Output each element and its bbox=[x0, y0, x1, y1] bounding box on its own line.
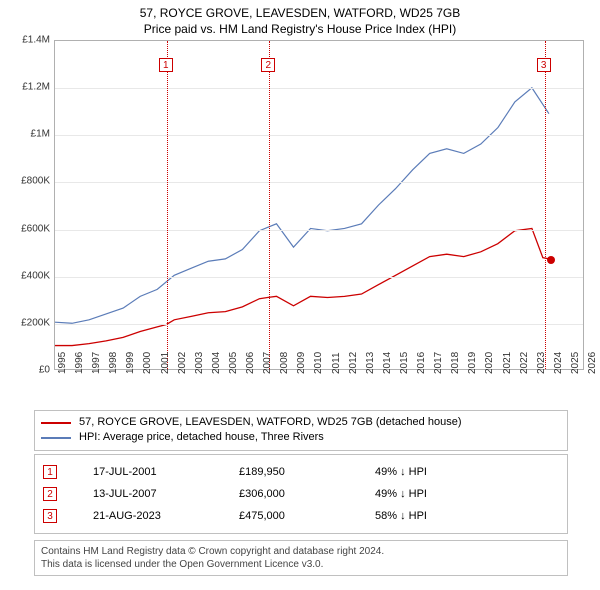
x-tick-label: 2021 bbox=[502, 352, 513, 374]
sale-marker-line bbox=[269, 41, 270, 369]
sale-row: 1 17-JUL-2001 £189,950 49% ↓ HPI bbox=[43, 461, 559, 483]
x-tick-label: 2017 bbox=[433, 352, 444, 374]
y-tick-label: £1.4M bbox=[22, 35, 50, 46]
y-tick-label: £0 bbox=[39, 365, 50, 376]
x-tick-label: 1997 bbox=[91, 352, 102, 374]
legend-box: 57, ROYCE GROVE, LEAVESDEN, WATFORD, WD2… bbox=[34, 410, 568, 451]
gridline bbox=[55, 135, 583, 136]
series-property bbox=[55, 228, 549, 345]
x-tick-label: 2013 bbox=[365, 352, 376, 374]
gridline bbox=[55, 277, 583, 278]
sale-date: 21-AUG-2023 bbox=[93, 510, 203, 522]
x-tick-label: 2000 bbox=[142, 352, 153, 374]
sale-marker: 1 bbox=[43, 465, 57, 479]
sale-price: £306,000 bbox=[239, 488, 339, 500]
sale-date: 17-JUL-2001 bbox=[93, 466, 203, 478]
chart-title-block: 57, ROYCE GROVE, LEAVESDEN, WATFORD, WD2… bbox=[0, 0, 600, 37]
gridline bbox=[55, 88, 583, 89]
sale-row: 3 21-AUG-2023 £475,000 58% ↓ HPI bbox=[43, 505, 559, 527]
legend-row: HPI: Average price, detached house, Thre… bbox=[41, 430, 561, 445]
plot-area bbox=[54, 40, 584, 370]
y-tick-label: £1M bbox=[31, 129, 50, 140]
sale-marker-box: 1 bbox=[159, 58, 173, 72]
gridline bbox=[55, 182, 583, 183]
x-tick-label: 2014 bbox=[382, 352, 393, 374]
x-tick-label: 2025 bbox=[570, 352, 581, 374]
x-tick-label: 2016 bbox=[416, 352, 427, 374]
title-line-2: Price paid vs. HM Land Registry's House … bbox=[0, 22, 600, 38]
x-tick-label: 2022 bbox=[519, 352, 530, 374]
x-tick-label: 2009 bbox=[296, 352, 307, 374]
x-tick-label: 2006 bbox=[245, 352, 256, 374]
x-tick-label: 1996 bbox=[74, 352, 85, 374]
x-tick-label: 2003 bbox=[194, 352, 205, 374]
x-tick-label: 2007 bbox=[262, 352, 273, 374]
x-tick-label: 2023 bbox=[536, 352, 547, 374]
gridline bbox=[55, 230, 583, 231]
y-tick-label: £600K bbox=[21, 223, 50, 234]
footer-box: Contains HM Land Registry data © Crown c… bbox=[34, 540, 568, 576]
sale-diff: 58% ↓ HPI bbox=[375, 510, 559, 522]
sale-marker-box: 2 bbox=[261, 58, 275, 72]
x-tick-label: 1999 bbox=[125, 352, 136, 374]
footer-line-2: This data is licensed under the Open Gov… bbox=[41, 558, 561, 571]
sale-diff: 49% ↓ HPI bbox=[375, 466, 559, 478]
gridline bbox=[55, 324, 583, 325]
x-tick-label: 2008 bbox=[279, 352, 290, 374]
legend-label: 57, ROYCE GROVE, LEAVESDEN, WATFORD, WD2… bbox=[79, 415, 461, 430]
x-tick-label: 1995 bbox=[57, 352, 68, 374]
x-tick-label: 2024 bbox=[553, 352, 564, 374]
series-hpi bbox=[55, 88, 549, 323]
sale-diff: 49% ↓ HPI bbox=[375, 488, 559, 500]
x-tick-label: 2010 bbox=[313, 352, 324, 374]
x-tick-label: 2019 bbox=[467, 352, 478, 374]
x-tick-label: 2020 bbox=[484, 352, 495, 374]
x-tick-label: 2001 bbox=[160, 352, 171, 374]
sale-date: 13-JUL-2007 bbox=[93, 488, 203, 500]
x-tick-label: 2018 bbox=[450, 352, 461, 374]
chart-area: £0£200K£400K£600K£800K£1M£1.2M£1.4M19951… bbox=[0, 40, 600, 400]
x-tick-label: 2015 bbox=[399, 352, 410, 374]
y-tick-label: £400K bbox=[21, 270, 50, 281]
x-tick-label: 2005 bbox=[228, 352, 239, 374]
sale-price: £475,000 bbox=[239, 510, 339, 522]
title-line-1: 57, ROYCE GROVE, LEAVESDEN, WATFORD, WD2… bbox=[0, 6, 600, 22]
x-tick-label: 2004 bbox=[211, 352, 222, 374]
series-svg bbox=[55, 41, 583, 369]
sale-marker-line bbox=[167, 41, 168, 369]
legend-swatch bbox=[41, 422, 71, 424]
x-tick-label: 2012 bbox=[348, 352, 359, 374]
y-tick-label: £800K bbox=[21, 176, 50, 187]
sale-row: 2 13-JUL-2007 £306,000 49% ↓ HPI bbox=[43, 483, 559, 505]
x-tick-label: 2002 bbox=[177, 352, 188, 374]
legend-swatch bbox=[41, 437, 71, 439]
sale-marker-box: 3 bbox=[537, 58, 551, 72]
series-end-dot bbox=[547, 256, 555, 264]
sale-marker: 2 bbox=[43, 487, 57, 501]
x-tick-label: 2011 bbox=[331, 352, 342, 374]
legend-label: HPI: Average price, detached house, Thre… bbox=[79, 430, 324, 445]
sales-table: 1 17-JUL-2001 £189,950 49% ↓ HPI 2 13-JUL-200… bbox=[34, 454, 568, 534]
x-tick-label: 1998 bbox=[108, 352, 119, 374]
footer-line-1: Contains HM Land Registry data © Crown c… bbox=[41, 545, 561, 558]
legend-row: 57, ROYCE GROVE, LEAVESDEN, WATFORD, WD2… bbox=[41, 415, 561, 430]
sale-marker-line bbox=[545, 41, 546, 369]
sale-price: £189,950 bbox=[239, 466, 339, 478]
y-tick-label: £200K bbox=[21, 317, 50, 328]
y-tick-label: £1.2M bbox=[22, 82, 50, 93]
x-tick-label: 2026 bbox=[587, 352, 598, 374]
sale-marker: 3 bbox=[43, 509, 57, 523]
